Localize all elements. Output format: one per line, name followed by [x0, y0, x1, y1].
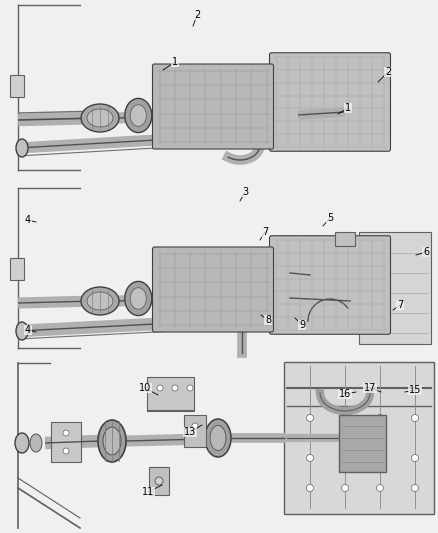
- Circle shape: [307, 415, 314, 422]
- Text: 10: 10: [139, 383, 151, 393]
- FancyBboxPatch shape: [149, 467, 169, 495]
- FancyBboxPatch shape: [359, 232, 431, 344]
- Circle shape: [377, 484, 384, 491]
- Ellipse shape: [130, 288, 146, 309]
- Ellipse shape: [205, 419, 231, 457]
- Circle shape: [342, 415, 349, 422]
- Circle shape: [342, 484, 349, 491]
- Ellipse shape: [87, 109, 113, 127]
- FancyBboxPatch shape: [339, 415, 386, 472]
- Text: 3: 3: [242, 187, 248, 197]
- Circle shape: [411, 484, 418, 491]
- Text: 8: 8: [265, 315, 271, 325]
- FancyBboxPatch shape: [335, 232, 355, 246]
- FancyBboxPatch shape: [269, 53, 391, 151]
- Text: 15: 15: [409, 385, 421, 395]
- Text: 11: 11: [142, 487, 154, 497]
- Ellipse shape: [210, 425, 226, 450]
- Circle shape: [187, 385, 193, 391]
- Ellipse shape: [98, 420, 126, 462]
- Ellipse shape: [30, 434, 42, 452]
- Text: 5: 5: [327, 213, 333, 223]
- Text: 16: 16: [339, 389, 351, 399]
- Circle shape: [307, 455, 314, 462]
- Text: 13: 13: [184, 427, 196, 437]
- FancyBboxPatch shape: [284, 362, 434, 514]
- Text: 9: 9: [299, 320, 305, 330]
- Ellipse shape: [87, 292, 113, 310]
- Text: 2: 2: [385, 67, 391, 77]
- Circle shape: [377, 415, 384, 422]
- Circle shape: [63, 430, 69, 436]
- Circle shape: [155, 477, 163, 485]
- Ellipse shape: [16, 322, 28, 340]
- Text: 4: 4: [25, 215, 31, 225]
- FancyBboxPatch shape: [152, 64, 273, 149]
- Circle shape: [192, 423, 198, 429]
- Ellipse shape: [15, 433, 29, 453]
- Text: 6: 6: [423, 247, 429, 257]
- Text: 17: 17: [364, 383, 376, 393]
- Circle shape: [172, 385, 178, 391]
- Ellipse shape: [16, 139, 28, 157]
- Circle shape: [63, 448, 69, 454]
- FancyBboxPatch shape: [147, 377, 194, 411]
- FancyBboxPatch shape: [184, 415, 206, 447]
- Ellipse shape: [125, 99, 152, 133]
- Text: 4: 4: [25, 325, 31, 335]
- FancyBboxPatch shape: [10, 258, 24, 280]
- Text: 7: 7: [397, 300, 403, 310]
- FancyBboxPatch shape: [269, 236, 391, 334]
- Text: 7: 7: [262, 227, 268, 237]
- Text: 1: 1: [172, 57, 178, 67]
- Text: 2: 2: [194, 10, 200, 20]
- Circle shape: [411, 455, 418, 462]
- FancyBboxPatch shape: [152, 247, 273, 332]
- Circle shape: [377, 455, 384, 462]
- FancyBboxPatch shape: [10, 75, 24, 97]
- Circle shape: [411, 415, 418, 422]
- Ellipse shape: [103, 427, 121, 455]
- Circle shape: [342, 455, 349, 462]
- Circle shape: [157, 385, 163, 391]
- Ellipse shape: [81, 287, 119, 315]
- Text: 1: 1: [345, 103, 351, 113]
- Ellipse shape: [130, 104, 146, 126]
- Circle shape: [307, 484, 314, 491]
- Ellipse shape: [81, 104, 119, 132]
- FancyBboxPatch shape: [51, 422, 81, 462]
- Ellipse shape: [125, 281, 152, 316]
